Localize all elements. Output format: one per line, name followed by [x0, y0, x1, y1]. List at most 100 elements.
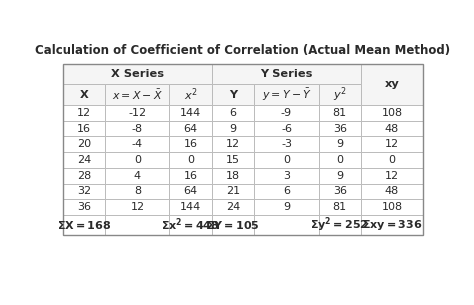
Bar	[255, 184, 319, 199]
Text: 144: 144	[180, 202, 201, 212]
Bar	[212, 152, 255, 168]
Bar	[255, 105, 319, 121]
Bar	[361, 105, 423, 121]
Text: 0: 0	[283, 155, 290, 165]
Bar	[319, 168, 361, 184]
Text: 6: 6	[283, 186, 290, 196]
Text: 9: 9	[336, 171, 343, 181]
Text: 28: 28	[77, 171, 91, 181]
Bar	[212, 84, 255, 105]
Bar	[63, 168, 105, 184]
Bar	[105, 152, 170, 168]
Text: 15: 15	[226, 155, 240, 165]
Bar	[63, 184, 105, 199]
Text: 48: 48	[385, 124, 399, 134]
Text: $x^2$: $x^2$	[184, 86, 198, 103]
Text: 108: 108	[382, 108, 402, 118]
Bar	[212, 168, 255, 184]
Bar	[105, 84, 170, 105]
Text: -6: -6	[281, 124, 292, 134]
Bar	[170, 136, 212, 152]
Text: 20: 20	[77, 139, 91, 149]
Bar	[105, 121, 170, 136]
Bar	[255, 168, 319, 184]
Bar	[170, 215, 212, 235]
Bar	[63, 64, 423, 235]
Bar	[319, 105, 361, 121]
Bar	[255, 152, 319, 168]
Bar	[170, 168, 212, 184]
Text: -12: -12	[128, 108, 146, 118]
Text: 64: 64	[183, 124, 198, 134]
Text: 16: 16	[184, 139, 198, 149]
Text: $\mathbf{\Sigma y^2 = 252}$: $\mathbf{\Sigma y^2 = 252}$	[310, 216, 369, 234]
Text: $x = X - \bar{X}$: $x = X - \bar{X}$	[112, 88, 163, 102]
Bar	[170, 199, 212, 215]
Text: 9: 9	[336, 139, 343, 149]
Text: $\mathbf{\Sigma Y = 105}$: $\mathbf{\Sigma Y = 105}$	[206, 219, 260, 231]
Bar	[255, 215, 319, 235]
Text: 36: 36	[77, 202, 91, 212]
Bar	[170, 105, 212, 121]
Bar	[319, 121, 361, 136]
Text: 12: 12	[385, 139, 399, 149]
Text: 12: 12	[385, 171, 399, 181]
Text: $y^2$: $y^2$	[333, 85, 346, 104]
Bar	[319, 184, 361, 199]
Bar	[255, 84, 319, 105]
Bar	[255, 136, 319, 152]
Bar	[63, 84, 105, 105]
Text: -8: -8	[132, 124, 143, 134]
Bar	[255, 199, 319, 215]
Bar	[361, 121, 423, 136]
Bar	[63, 215, 105, 235]
Text: 12: 12	[226, 139, 240, 149]
Bar	[212, 121, 255, 136]
Text: 81: 81	[333, 202, 347, 212]
Text: 8: 8	[134, 186, 141, 196]
Text: 24: 24	[77, 155, 91, 165]
Bar	[105, 136, 170, 152]
Bar	[63, 152, 105, 168]
Bar	[319, 84, 361, 105]
Text: $\mathbf{\Sigma x^2 = 448}$: $\mathbf{\Sigma x^2 = 448}$	[161, 217, 220, 233]
Text: -9: -9	[281, 108, 292, 118]
Bar	[63, 105, 105, 121]
Bar	[212, 199, 255, 215]
Text: -3: -3	[281, 139, 292, 149]
Bar	[319, 199, 361, 215]
Text: $\mathbf{\Sigma X = 168}$: $\mathbf{\Sigma X = 168}$	[57, 219, 111, 231]
Text: 12: 12	[77, 108, 91, 118]
Bar	[170, 152, 212, 168]
Text: 9: 9	[283, 202, 290, 212]
Bar	[105, 168, 170, 184]
Text: xy: xy	[384, 79, 399, 89]
Bar	[212, 184, 255, 199]
Bar	[255, 121, 319, 136]
Bar	[170, 84, 212, 105]
Bar	[63, 136, 105, 152]
Bar	[361, 199, 423, 215]
Text: 64: 64	[183, 186, 198, 196]
Text: 36: 36	[333, 186, 347, 196]
Text: 16: 16	[77, 124, 91, 134]
Bar	[105, 184, 170, 199]
Text: 0: 0	[389, 155, 395, 165]
Bar	[170, 184, 212, 199]
Text: 21: 21	[226, 186, 240, 196]
Text: 9: 9	[229, 124, 237, 134]
Text: 18: 18	[226, 171, 240, 181]
Bar	[319, 152, 361, 168]
Bar	[63, 199, 105, 215]
Bar	[361, 152, 423, 168]
Text: Y Series: Y Series	[260, 69, 313, 79]
Text: 108: 108	[382, 202, 402, 212]
Text: Calculation of Coefficient of Correlation (Actual Mean Method): Calculation of Coefficient of Correlatio…	[36, 44, 450, 57]
Text: 0: 0	[134, 155, 141, 165]
Bar	[361, 168, 423, 184]
Text: 48: 48	[385, 186, 399, 196]
Text: 24: 24	[226, 202, 240, 212]
Bar	[170, 121, 212, 136]
Text: 81: 81	[333, 108, 347, 118]
Text: 16: 16	[184, 171, 198, 181]
